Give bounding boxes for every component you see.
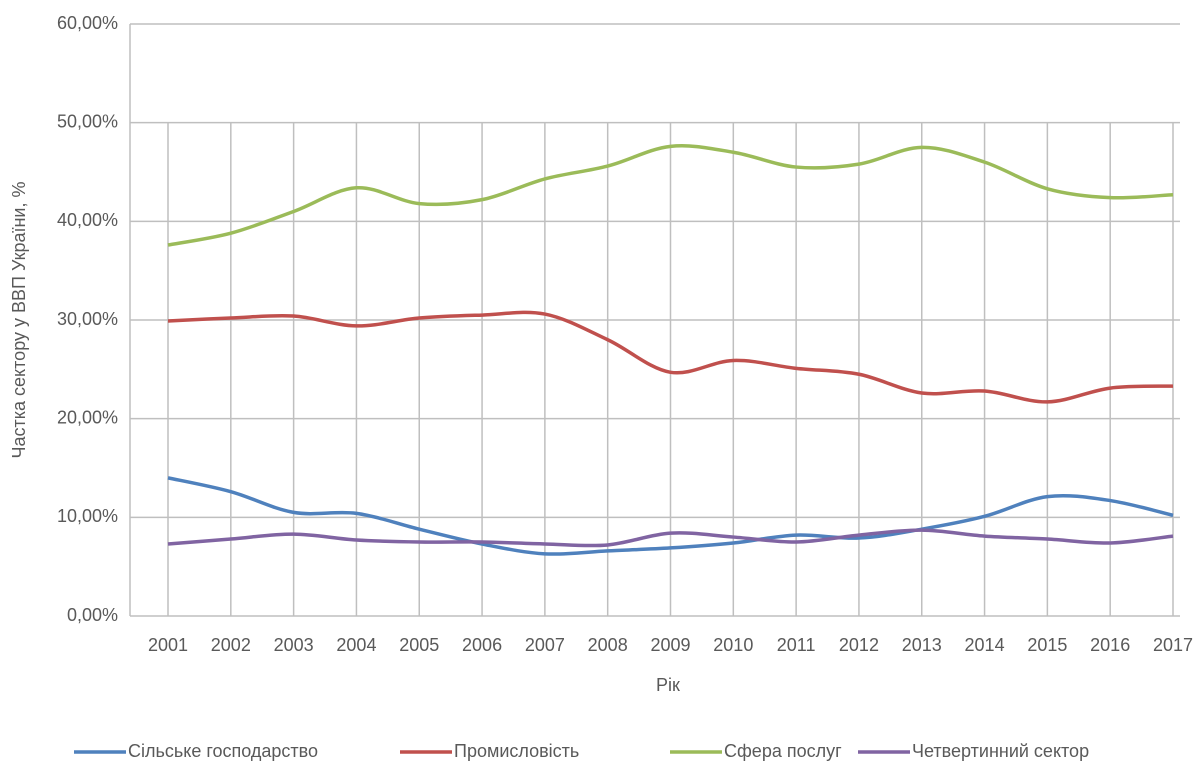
legend-label: Четвертинний сектор [912, 741, 1089, 761]
x-tick-label: 2015 [1027, 635, 1067, 655]
x-tick-label: 2008 [588, 635, 628, 655]
legend-label: Промисловість [454, 741, 579, 761]
y-tick-label: 0,00% [67, 605, 118, 625]
series-line [167, 476, 1174, 556]
y-tick-label: 20,00% [57, 407, 118, 427]
x-tick-label: 2014 [965, 635, 1005, 655]
x-tick-label: 2005 [399, 635, 439, 655]
x-tick-label: 2010 [713, 635, 753, 655]
y-tick-label: 50,00% [57, 111, 118, 131]
x-tick-label: 2004 [336, 635, 376, 655]
x-tick-label: 2012 [839, 635, 879, 655]
series-line [167, 528, 1174, 548]
x-tick-label: 2007 [525, 635, 565, 655]
x-tick-label: 2009 [650, 635, 690, 655]
y-tick-label: 10,00% [57, 506, 118, 526]
x-tick-label: 2001 [148, 635, 188, 655]
legend-label: Сфера послуг [724, 741, 842, 761]
series-line [167, 144, 1174, 247]
x-tick-label: 2006 [462, 635, 502, 655]
x-tick-label: 2016 [1090, 635, 1130, 655]
y-tick-label: 60,00% [57, 13, 118, 33]
x-tick-label: 2017 [1153, 635, 1193, 655]
x-tick-label: 2002 [211, 635, 251, 655]
y-tick-label: 40,00% [57, 210, 118, 230]
x-axis-label: Рік [656, 675, 680, 695]
legend-label: Сільське господарство [128, 741, 318, 761]
series-line [167, 310, 1174, 404]
x-tick-label: 2013 [902, 635, 942, 655]
x-tick-label: 2003 [274, 635, 314, 655]
x-tick-label: 2011 [777, 635, 816, 655]
y-tick-label: 30,00% [57, 309, 118, 329]
y-axis-label: Частка сектору у ВВП України, % [9, 182, 29, 459]
